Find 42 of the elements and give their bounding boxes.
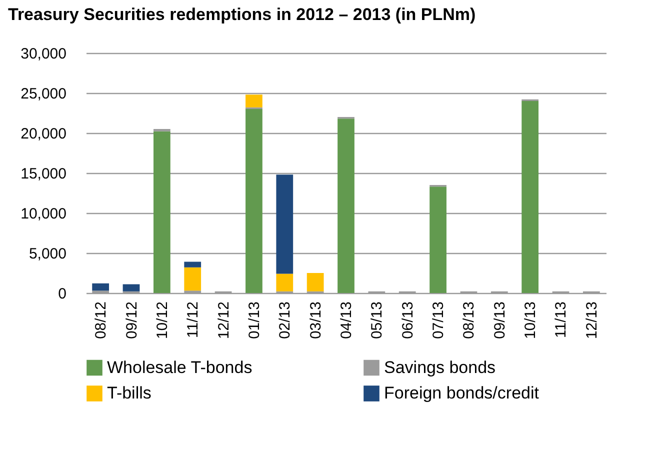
x-tick-label: 08/13 — [460, 302, 478, 340]
x-tick-label: 10/12 — [154, 302, 171, 340]
x-tick-label: 12/12 — [215, 302, 232, 340]
x-tick-label: 11/13 — [552, 302, 570, 338]
x-tick-label: 01/13 — [246, 302, 263, 340]
bar — [430, 186, 446, 293]
x-tick-label: 02/13 — [276, 302, 294, 340]
y-tick-label: 0 — [58, 286, 66, 302]
x-tick-label: 06/13 — [399, 302, 416, 340]
legend-label: Savings bonds — [384, 358, 496, 377]
chart-title: Treasury Securities redemptions in 2012 – 2013 (in PLNm) — [8, 5, 476, 24]
x-tick-label: 09/12 — [123, 302, 140, 340]
bar — [338, 118, 354, 293]
x-tick-label: 08/12 — [92, 302, 110, 340]
x-tick-label: 03/13 — [307, 302, 324, 340]
y-tick-label: 10,000 — [20, 206, 66, 222]
x-tick-label: 07/13 — [430, 302, 448, 340]
x-tick-label: 12/13 — [583, 302, 600, 340]
y-tick-label: 20,000 — [20, 126, 66, 142]
bar — [122, 284, 140, 292]
bar — [306, 273, 324, 292]
bar — [522, 101, 539, 293]
x-tick-label: 11/12 — [184, 302, 202, 338]
bar — [153, 131, 170, 293]
x-tick-label: 05/13 — [368, 302, 386, 340]
bar — [92, 283, 110, 291]
legend-label: T-bills — [107, 384, 152, 402]
bar — [276, 174, 294, 274]
y-tick-label: 30,000 — [20, 46, 66, 62]
x-tick-label: 10/13 — [522, 302, 540, 340]
bar — [184, 267, 202, 291]
bar — [246, 94, 262, 108]
x-tick-label: 09/13 — [491, 302, 508, 340]
bar — [246, 109, 262, 293]
x-tick-label: 04/13 — [338, 302, 355, 340]
y-tick-label: 5,000 — [28, 246, 66, 262]
legend-label: Foreign bonds/credit — [384, 384, 540, 402]
legend-label: Wholesale T-bonds — [107, 358, 252, 377]
y-tick-label: 15,000 — [20, 166, 66, 182]
bar — [276, 274, 294, 292]
y-tick-label: 25,000 — [20, 86, 66, 102]
bar — [184, 262, 202, 268]
